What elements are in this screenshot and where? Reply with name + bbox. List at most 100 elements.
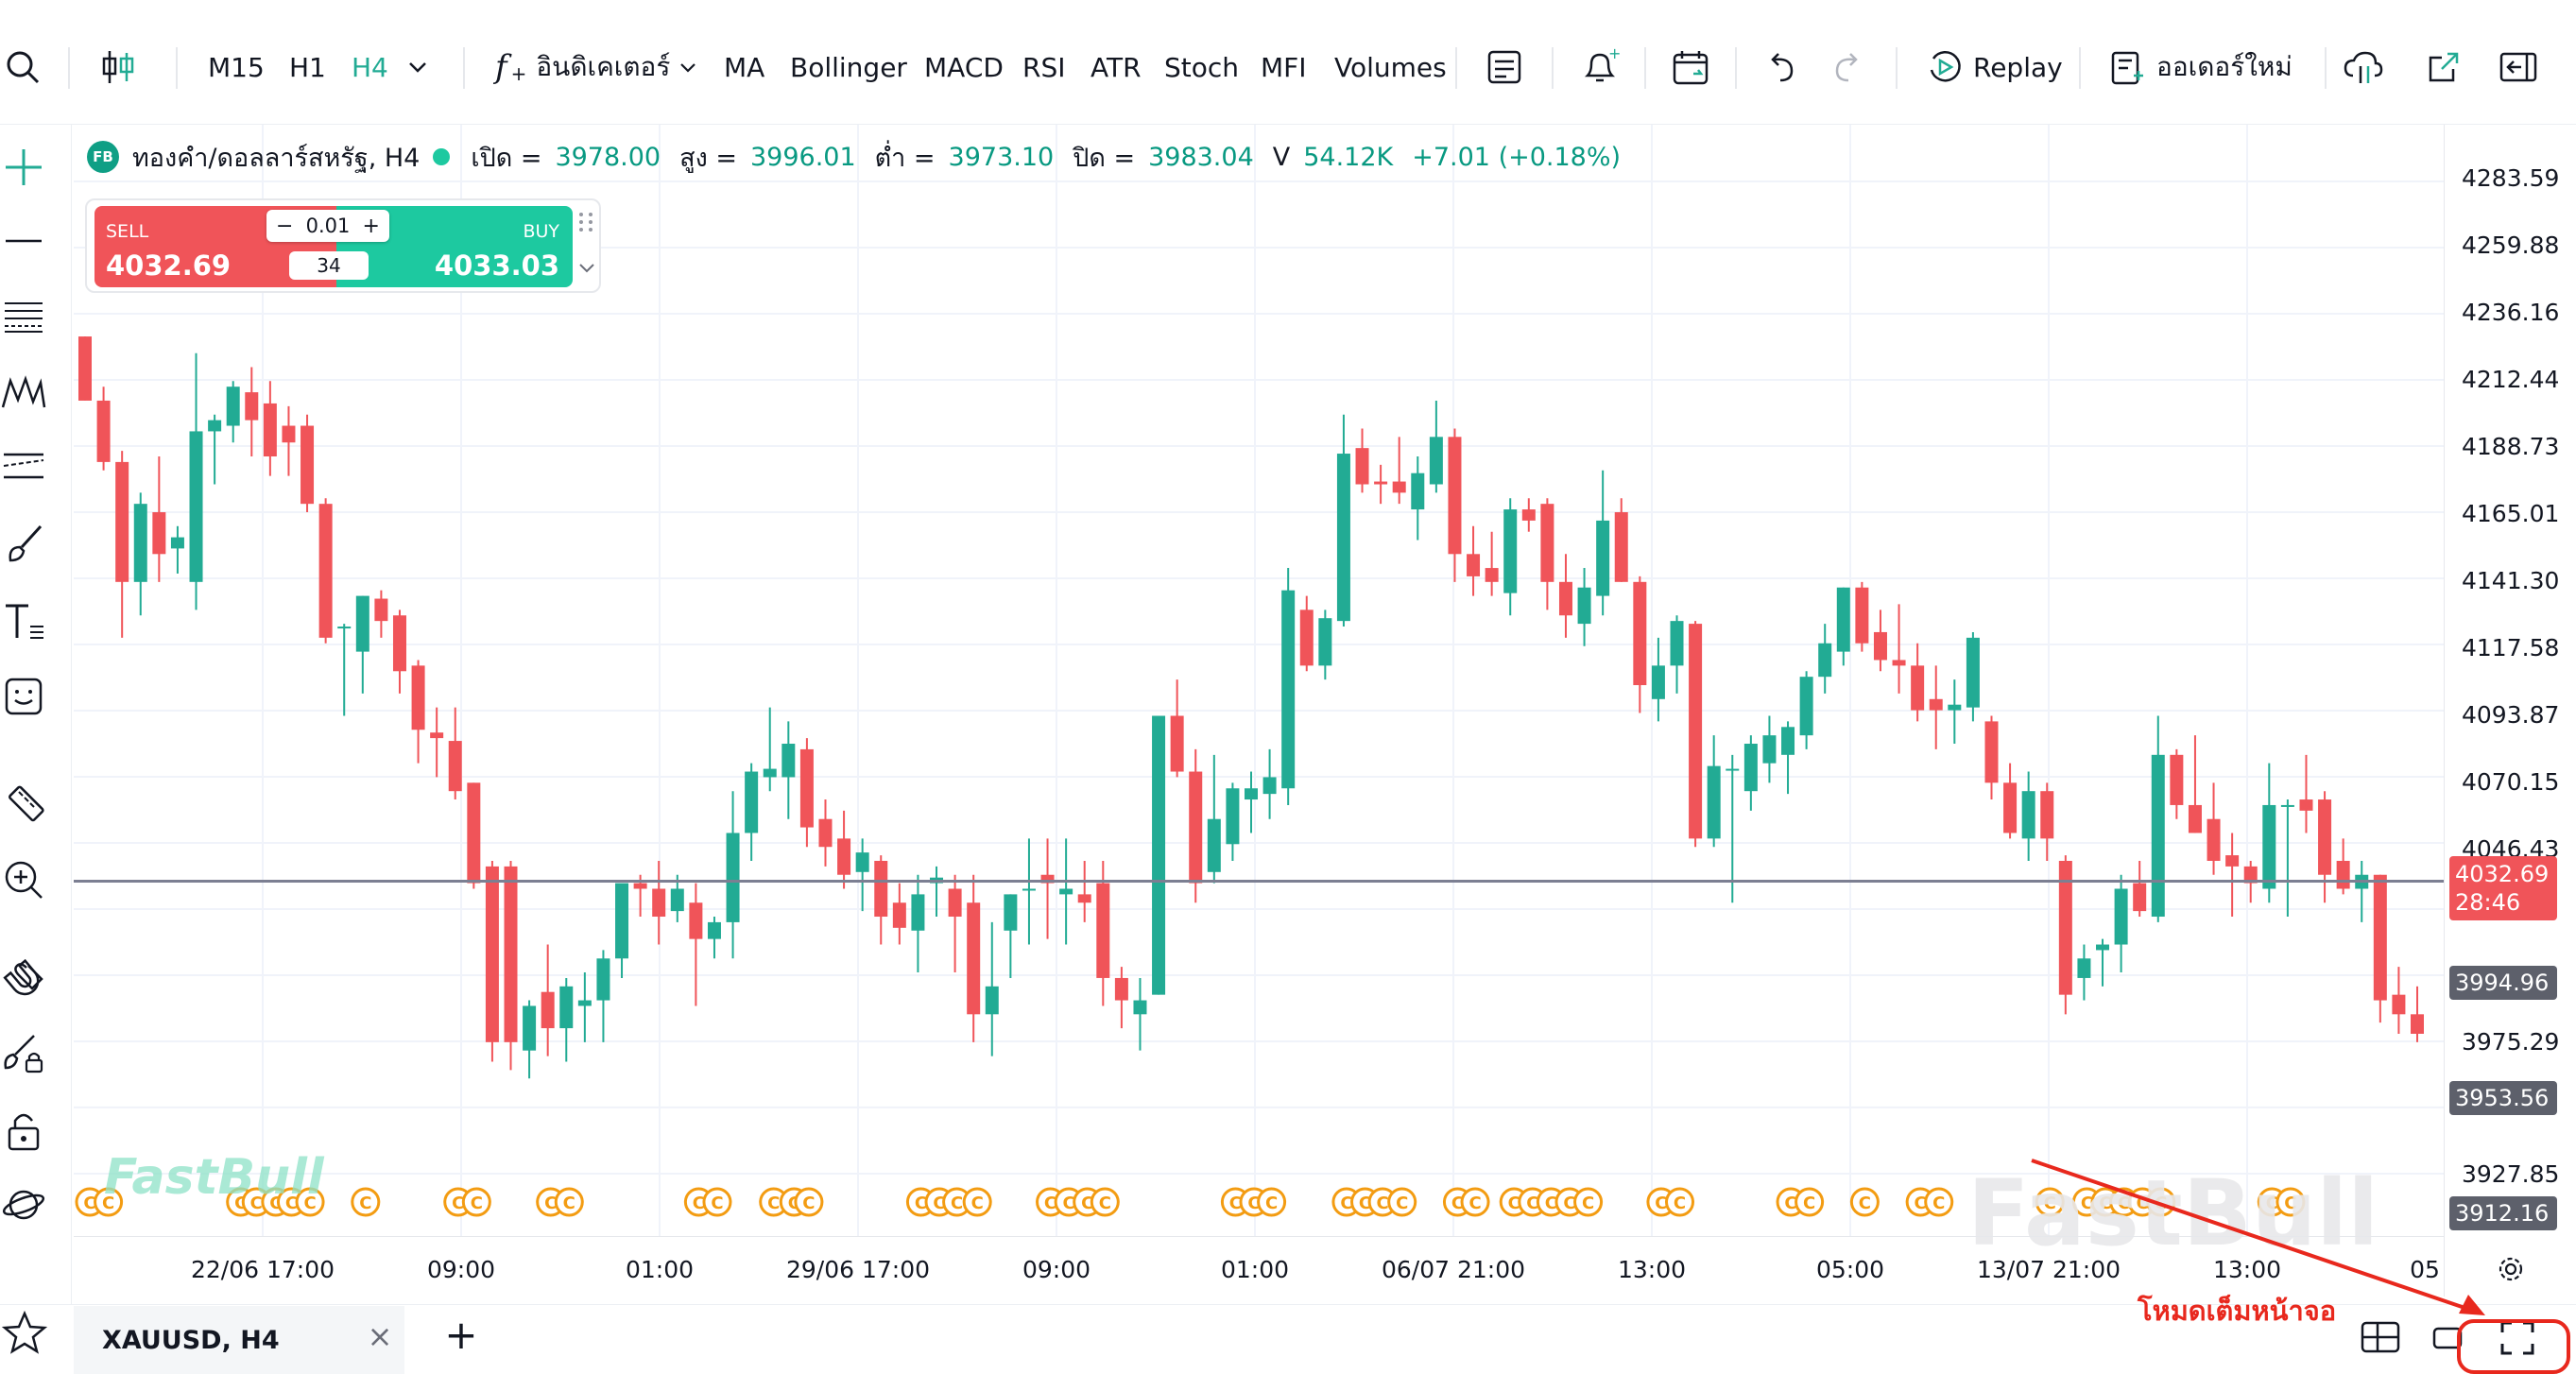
event-marker-label: C (693, 1194, 705, 1213)
indicator-ma[interactable]: MA (724, 51, 765, 83)
candle (1558, 581, 1572, 616)
candle (1781, 727, 1795, 755)
indicators-button[interactable]: f + อินดิเคเตอร์ (495, 9, 698, 125)
favorite-star-icon[interactable] (1, 1310, 48, 1359)
indicator-rsi[interactable]: RSI (1022, 51, 1066, 83)
price-axis[interactable]: 4283.59 4259.88 4236.16 4212.44 4188.73 … (2444, 125, 2576, 1297)
ruler-tool-icon[interactable] (0, 779, 47, 826)
price-tag: 3912.16 (2449, 1196, 2557, 1230)
event-marker-label: C (2266, 1194, 2278, 1213)
objects-tree-icon[interactable] (0, 1181, 47, 1228)
time-label: 01:00 (1220, 1256, 1290, 1283)
event-marker-label: C (1674, 1194, 1686, 1213)
cloud-sync-icon[interactable] (2342, 9, 2385, 125)
price-label: 4117.58 (2462, 634, 2560, 661)
event-marker-label: C (250, 1194, 263, 1213)
brush-tool-icon[interactable] (0, 520, 47, 567)
price-label: 4188.73 (2462, 433, 2560, 460)
event-marker-label: C (563, 1194, 575, 1213)
buy-price: 4033.03 (434, 249, 559, 282)
candle (1762, 735, 1777, 764)
text-tool-icon[interactable] (0, 597, 47, 644)
event-marker (962, 1187, 992, 1217)
candle (1170, 715, 1184, 772)
event-marker-label: C (285, 1194, 298, 1213)
pattern-tool-icon[interactable] (0, 369, 47, 416)
indicator-atr[interactable]: ATR (1091, 51, 1142, 83)
candlestick-type-icon[interactable] (98, 9, 138, 125)
new-order-button[interactable]: ออเดอร์ใหม่ (2107, 9, 2293, 125)
indicator-mfi[interactable]: MFI (1261, 51, 1307, 83)
quantity-stepper[interactable]: − 0.01 + (266, 210, 389, 242)
minus-icon[interactable]: − (276, 214, 294, 238)
volume-value: 54.12K (1303, 142, 1394, 172)
time-axis[interactable]: 22/06 17:00 09:00 01:00 29/06 17:00 09:0… (74, 1236, 2444, 1297)
plus-icon[interactable]: + (362, 214, 380, 238)
price-label: 4259.88 (2462, 232, 2560, 259)
candle (2040, 791, 2054, 839)
open-label: เปิด = (471, 143, 542, 173)
candle (1262, 777, 1277, 795)
lock-drawings-icon[interactable] (0, 1030, 47, 1077)
candle (1152, 715, 1166, 995)
close-icon[interactable]: × (367, 1318, 393, 1354)
replay-button[interactable]: Replay (1924, 9, 2063, 125)
event-marker-label: C (1655, 1194, 1667, 1213)
event-marker-label: C (1396, 1194, 1408, 1213)
timeframe-h4[interactable]: H4 (352, 51, 388, 83)
symbol-title[interactable]: ทองคำ/ดอลลาร์สหรัฐ, H4 (132, 143, 421, 173)
drag-handle-icon[interactable] (576, 210, 599, 238)
candle (1467, 554, 1481, 576)
candle (670, 888, 684, 912)
time-label: 01:00 (625, 1256, 695, 1283)
open-external-icon[interactable] (2425, 9, 2463, 125)
replay-icon (1930, 51, 1961, 82)
event-marker (2035, 1187, 2065, 1217)
fullscreen-icon[interactable] (2499, 1319, 2536, 1361)
event-marker-label: C (1859, 1194, 1871, 1213)
redo-icon[interactable] (1828, 9, 1865, 125)
alert-bell-icon[interactable]: + (1580, 9, 1620, 125)
layout-icon[interactable] (2361, 1321, 2400, 1357)
timeframe-m15[interactable]: M15 (208, 51, 265, 83)
timeframe-h1[interactable]: H1 (289, 51, 326, 83)
undo-icon[interactable] (1763, 9, 1801, 125)
current-price-tag: 4032.69 28:46 (2449, 856, 2557, 920)
indicator-bollinger[interactable]: Bollinger (790, 51, 907, 83)
fib-tool-icon[interactable] (0, 293, 47, 340)
event-marker (1795, 1187, 1825, 1217)
crosshair-tool-icon[interactable] (0, 144, 47, 191)
channel-tool-icon[interactable] (0, 442, 47, 489)
calendar-icon[interactable] (1671, 9, 1712, 125)
indicator-macd[interactable]: MACD (924, 51, 1004, 83)
add-tab-button[interactable]: + (444, 1311, 478, 1358)
chart-tab[interactable]: XAUUSD, H4 (74, 1306, 404, 1374)
candle (2114, 888, 2128, 945)
candle (967, 902, 981, 1015)
templates-icon[interactable] (1485, 9, 1523, 125)
candle (2318, 799, 2332, 875)
trend-line-tool-icon[interactable] (0, 217, 47, 265)
search-icon[interactable] (4, 9, 42, 125)
close-label: ปิด = (1073, 143, 1136, 173)
chevron-down-icon[interactable] (404, 9, 431, 125)
collapse-panel-icon[interactable] (2499, 9, 2538, 125)
settings-gear-icon[interactable] (2495, 1253, 2527, 1289)
magnet-icon[interactable] (0, 954, 47, 1002)
candle (763, 768, 777, 778)
candle (615, 883, 629, 959)
emoji-tool-icon[interactable] (0, 673, 47, 720)
event-marker (1090, 1187, 1120, 1217)
indicator-stoch[interactable]: Stoch (1164, 51, 1240, 83)
candle (911, 894, 925, 931)
window-mode-icon[interactable] (2432, 1325, 2463, 1355)
chevron-down-icon[interactable] (576, 257, 599, 280)
time-label: 09:00 (1022, 1256, 1091, 1283)
price-tag: 3994.96 (2449, 966, 2557, 1000)
indicator-volumes[interactable]: Volumes (1334, 51, 1447, 83)
candle (2392, 994, 2406, 1015)
zoom-in-icon[interactable] (0, 856, 47, 903)
unlock-icon[interactable] (0, 1108, 47, 1155)
candle (301, 425, 315, 505)
